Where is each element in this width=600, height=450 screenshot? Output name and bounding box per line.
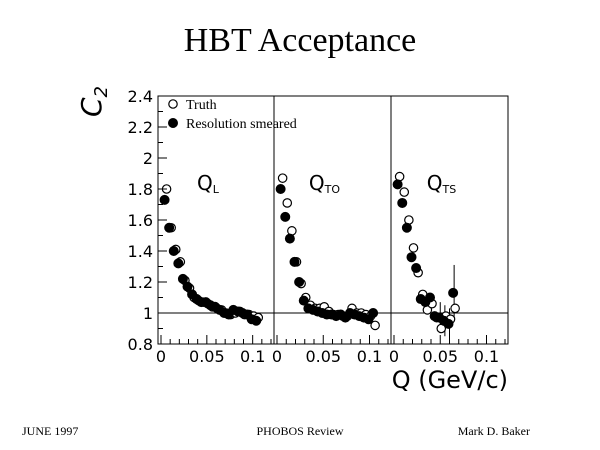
smeared-point bbox=[443, 318, 454, 329]
smeared-point bbox=[251, 315, 262, 326]
smeared-point bbox=[173, 258, 184, 269]
smeared-point bbox=[411, 263, 422, 274]
smeared-point bbox=[275, 184, 286, 194]
y-tick-label: 2.2 bbox=[128, 118, 153, 137]
smeared-point bbox=[284, 233, 295, 244]
legend-truth-marker bbox=[168, 99, 178, 109]
y-axis-label-sub: 2 bbox=[91, 86, 112, 97]
panel-l: 0 0.05 0.1 QL bbox=[156, 171, 274, 366]
x-tick-label: 0 bbox=[156, 347, 166, 366]
panel-ts: 0 0.05 0.1 QTS bbox=[389, 171, 508, 366]
panel-label-sub: TS bbox=[442, 183, 457, 196]
legend-smeared-label: Resolution smeared bbox=[186, 117, 297, 132]
smeared-point bbox=[425, 292, 435, 303]
y-tick-label: 2.4 bbox=[128, 87, 153, 106]
smeared-point bbox=[401, 222, 412, 233]
smeared-point bbox=[294, 277, 305, 287]
truth-point bbox=[370, 320, 380, 331]
y-tick-label: 1.2 bbox=[128, 273, 153, 292]
truth-point bbox=[277, 173, 288, 183]
y-tick-label: 1.4 bbox=[128, 242, 153, 261]
x-tick-label: 0.1 bbox=[240, 347, 265, 366]
x-tick-label: 0 bbox=[272, 347, 282, 366]
footer-date: JUNE 1997 bbox=[22, 424, 79, 438]
legend-smeared-marker bbox=[168, 118, 178, 128]
smeared-point bbox=[164, 222, 175, 233]
smeared-point bbox=[406, 252, 417, 263]
panel-label-sub: L bbox=[213, 183, 220, 196]
footer-event: PHOBOS Review bbox=[256, 424, 344, 438]
x-tick-label: 0 bbox=[389, 347, 399, 366]
legend-truth-label: Truth bbox=[186, 98, 217, 113]
truth-point bbox=[408, 243, 419, 253]
smeared-point bbox=[280, 211, 291, 222]
y-tick-label: 1.6 bbox=[128, 211, 153, 230]
truth-point bbox=[450, 303, 460, 314]
smeared-point bbox=[177, 273, 188, 284]
smeared-point bbox=[168, 246, 179, 256]
panel-label: QTS bbox=[427, 171, 456, 196]
x-tick-label: 0.05 bbox=[189, 347, 225, 366]
panel-label: QL bbox=[197, 171, 220, 196]
smeared-point bbox=[368, 308, 379, 318]
smeared-point bbox=[182, 281, 193, 292]
smeared-point bbox=[448, 287, 459, 298]
x-tick-label: 0.05 bbox=[422, 347, 458, 366]
smeared-point bbox=[298, 295, 309, 306]
x-tick-label: 0.1 bbox=[474, 347, 499, 366]
panel-label-main: Q bbox=[309, 171, 325, 195]
panel-label: QTO bbox=[309, 171, 340, 196]
y-axis-label-main: C bbox=[75, 97, 108, 117]
smeared-point bbox=[159, 194, 170, 205]
panel-label-sub: TO bbox=[324, 183, 341, 196]
smeared-point bbox=[289, 256, 300, 267]
truth-point bbox=[282, 198, 293, 208]
footer-author: Mark D. Baker bbox=[457, 424, 530, 438]
x-tick-label: 0.1 bbox=[357, 347, 382, 366]
panel-label-main: Q bbox=[197, 171, 213, 195]
slide-title: HBT Acceptance bbox=[183, 22, 417, 59]
panel-to: 0 0.05 0.1 QTO bbox=[272, 171, 391, 366]
x-axis-label: Q (GeV/c) bbox=[392, 366, 508, 394]
y-axis-label: C2 bbox=[75, 86, 112, 117]
y-tick-label: 1 bbox=[143, 304, 153, 323]
panel-label-main: Q bbox=[427, 171, 443, 195]
x-tick-label: 0.05 bbox=[305, 347, 341, 366]
y-tick-label: 0.8 bbox=[128, 335, 153, 354]
smeared-point bbox=[397, 197, 408, 208]
y-tick-label: 1.8 bbox=[128, 180, 153, 199]
truth-point bbox=[399, 187, 410, 197]
smeared-point bbox=[392, 179, 403, 190]
y-tick-label: 2 bbox=[143, 149, 153, 168]
